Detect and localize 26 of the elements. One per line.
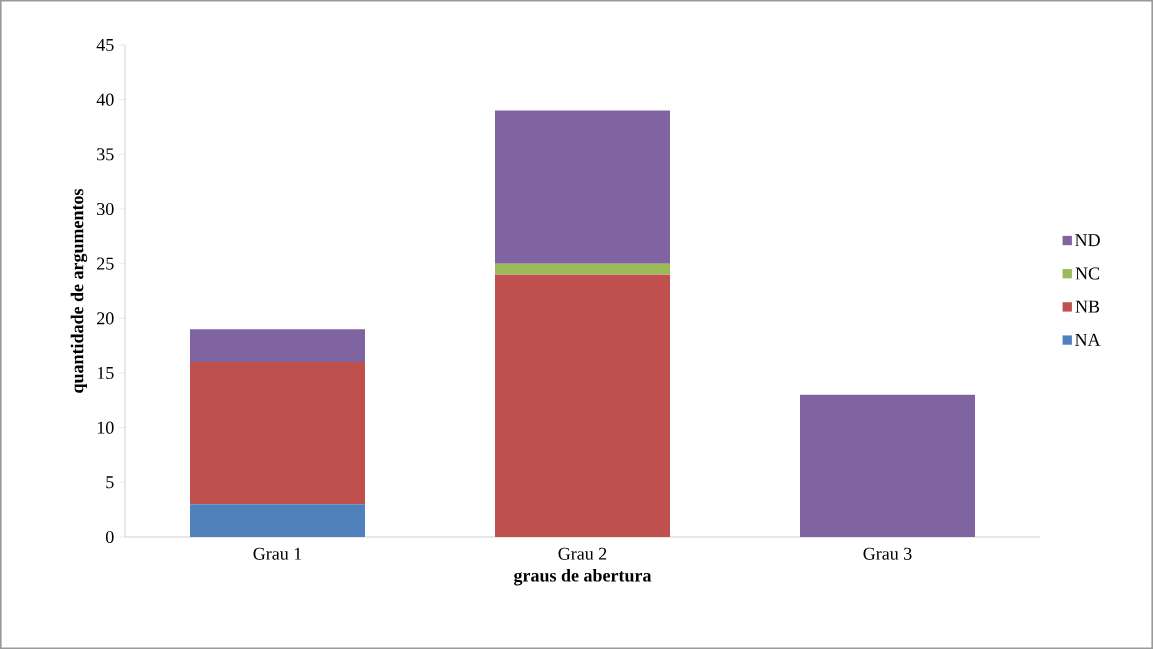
y-tick-label: 20 bbox=[97, 312, 114, 325]
y-tick-label: 30 bbox=[97, 202, 114, 216]
y-tick-label: 25 bbox=[97, 257, 114, 270]
bar bbox=[495, 110, 671, 264]
bar bbox=[190, 329, 366, 363]
x-axis-title: graus de abertura bbox=[513, 568, 652, 586]
bar bbox=[800, 394, 975, 537]
y-tick-label: 0 bbox=[105, 530, 114, 544]
y-tick-label: 5 bbox=[106, 476, 114, 489]
y-tick-label: 10 bbox=[97, 421, 114, 434]
legend-label: NC bbox=[1075, 267, 1100, 280]
bar bbox=[495, 263, 671, 275]
bar bbox=[190, 362, 366, 505]
y-tick-label: 35 bbox=[97, 148, 114, 161]
legend-label: NB bbox=[1075, 300, 1100, 313]
y-axis-title: quantidade de argumentos bbox=[70, 188, 88, 393]
legend-label: NA bbox=[1075, 333, 1101, 346]
x-tick-label: Grau 3 bbox=[863, 547, 912, 560]
x-tick-label: Grau 1 bbox=[253, 547, 302, 560]
x-tick-label: Grau 2 bbox=[558, 547, 607, 560]
y-tick-label: 40 bbox=[96, 93, 114, 106]
legend-label: ND bbox=[1075, 234, 1100, 247]
y-tick-label: 45 bbox=[96, 38, 114, 51]
bar bbox=[190, 504, 366, 537]
y-tick-label: 15 bbox=[97, 366, 114, 380]
bar bbox=[495, 274, 671, 537]
